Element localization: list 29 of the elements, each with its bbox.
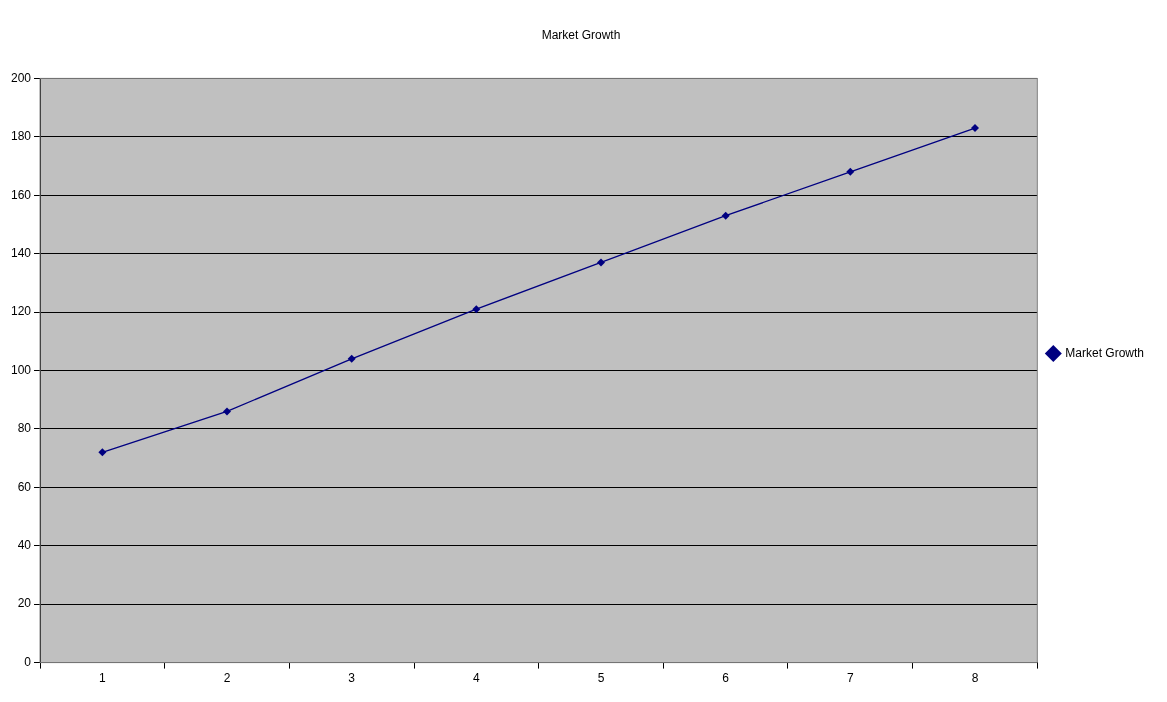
y-tick-label: 20 [17,596,32,611]
y-tick-label: 80 [17,421,32,436]
x-tick-label: 7 [846,671,854,686]
x-tick-label: 4 [472,671,480,686]
y-tick-label: 200 [10,70,32,85]
y-tick-label: 40 [17,538,32,553]
y-tick-label: 160 [10,187,32,202]
chart-title: Market Growth [541,27,621,42]
point [223,407,232,416]
point [721,211,730,220]
x-tick-label: 2 [223,671,231,686]
point [846,167,855,176]
y-tick-label: 120 [10,304,32,319]
x-tick-label: 5 [597,671,605,686]
y-tick-label: 140 [10,245,32,260]
point [597,258,605,267]
point [970,124,979,133]
point [472,305,481,314]
y-tick-label: 60 [17,479,32,494]
x-tick-label: 8 [971,671,979,686]
y-tick-label: 0 [24,654,32,669]
point [347,354,356,363]
y-tick-label: 100 [10,362,32,377]
y-tick-label: 180 [10,129,32,144]
x-tick-label: 3 [348,671,356,686]
point [98,448,107,457]
legend-label: Market Growth [1065,345,1144,360]
x-tick-label: 6 [722,671,730,686]
x-tick-label: 1 [99,671,107,686]
